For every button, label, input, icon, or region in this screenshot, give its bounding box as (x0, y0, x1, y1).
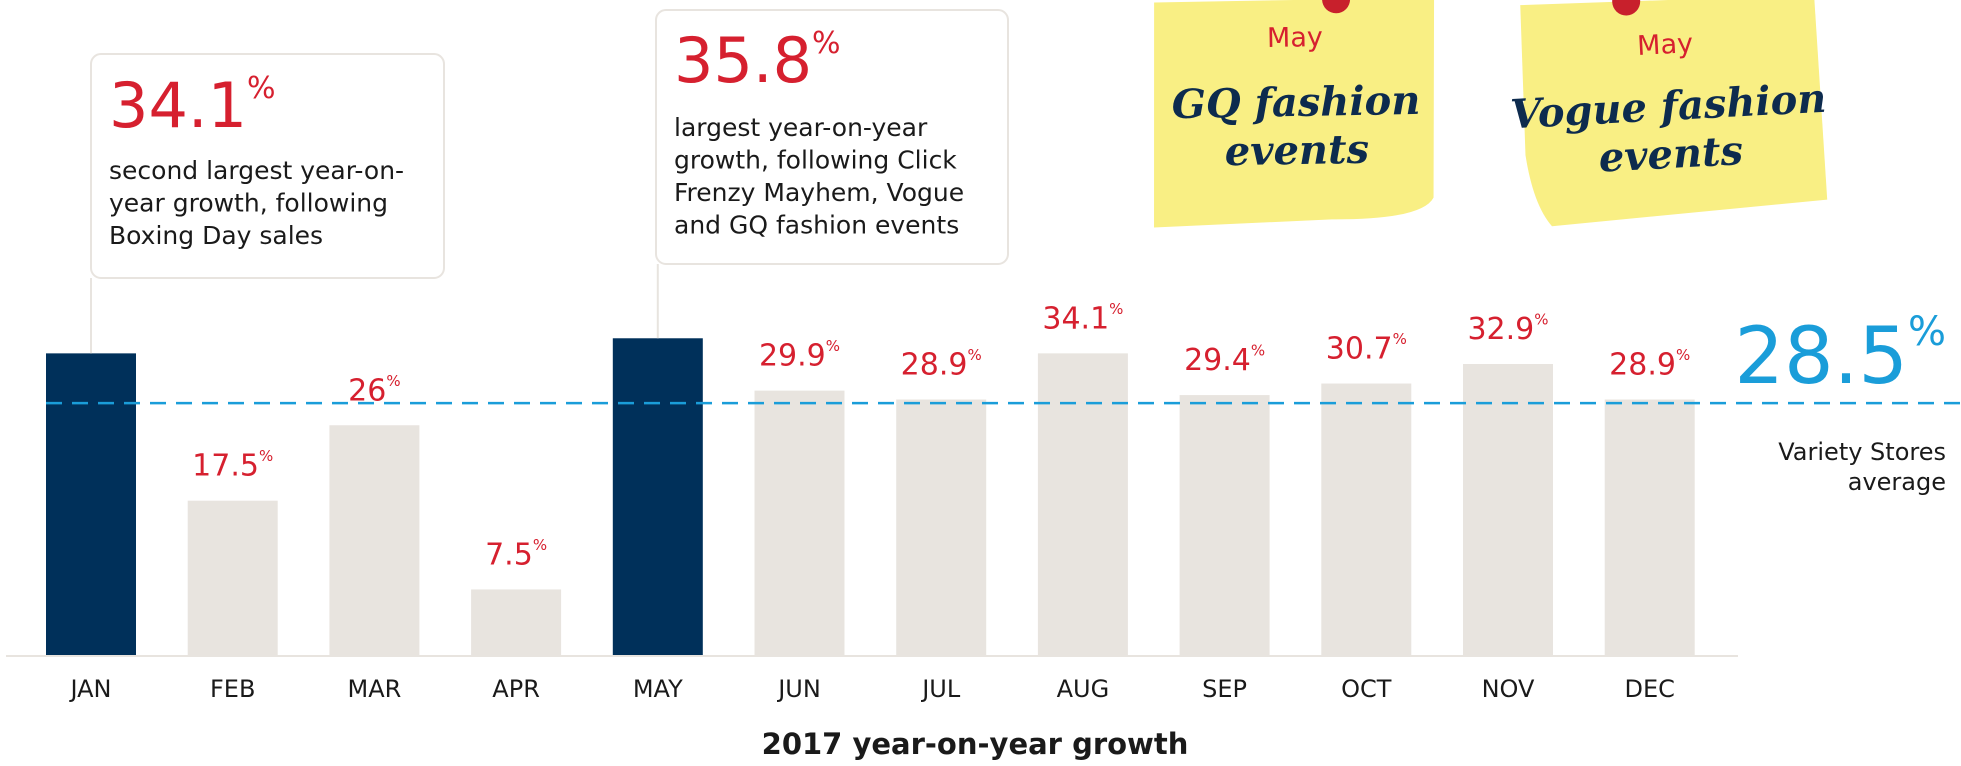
average-label: 28.5% (1734, 309, 1946, 402)
value-label: 34.1% (1042, 299, 1123, 336)
callout-value: 35.8% (674, 24, 841, 97)
value-label: 29.4% (1184, 341, 1265, 378)
value-label: 30.7% (1326, 330, 1407, 367)
x-tick-label: JAN (68, 675, 111, 703)
chart-title: 2017 year-on-year growth (762, 727, 1189, 761)
average-caption: Variety Stores (1778, 438, 1946, 466)
x-tick-label: JUL (920, 675, 961, 703)
callout-value: 34.1% (109, 69, 276, 142)
note-month: May (1267, 22, 1323, 54)
bar (1321, 383, 1412, 656)
callout-box (90, 53, 445, 279)
value-label: 7.5% (485, 535, 547, 572)
callout-text: and GQ fashion events (674, 211, 959, 240)
note-paper (1154, 0, 1435, 228)
value-label: 32.9% (1467, 310, 1548, 347)
bar (612, 338, 703, 656)
bar (1037, 353, 1128, 656)
value-label: 17.5% (192, 447, 273, 484)
value-label: 28.9% (901, 346, 982, 383)
x-tick-label: AUG (1057, 675, 1110, 703)
x-tick-label: DEC (1624, 675, 1674, 703)
bar (754, 390, 845, 656)
pin (1322, 0, 1351, 14)
callout-text: year growth, following (109, 189, 388, 218)
x-tick-label: JUN (776, 675, 821, 703)
note-text: GQ fashion (1171, 77, 1420, 128)
bar (1604, 399, 1695, 656)
bar (1463, 364, 1553, 656)
x-tick-label: OCT (1341, 675, 1392, 703)
bar (896, 399, 987, 656)
note-paper (1520, 0, 1828, 227)
bar (187, 500, 278, 656)
callout-text: growth, following Click (674, 146, 957, 175)
bar (329, 425, 420, 656)
sticky-note (1520, 0, 1828, 227)
x-tick-label: MAR (347, 675, 401, 703)
bar (471, 589, 562, 656)
bar (1179, 395, 1270, 656)
x-tick-label: FEB (210, 675, 255, 703)
x-tick-label: APR (492, 675, 540, 703)
callout-text: Frenzy Mayhem, Vogue (674, 178, 964, 207)
x-tick-label: MAY (633, 675, 683, 703)
callout-text: Boxing Day sales (109, 221, 323, 250)
bar (46, 353, 136, 656)
x-tick-label: SEP (1202, 675, 1247, 703)
callout-box (655, 9, 1009, 265)
value-label: 29.9% (759, 337, 840, 374)
note-text: events (1224, 126, 1369, 176)
x-tick-label: NOV (1482, 675, 1535, 703)
note-month: May (1636, 28, 1693, 62)
callout-text: largest year-on-year (674, 113, 928, 142)
note-text: events (1598, 127, 1744, 181)
pin (1612, 0, 1641, 16)
value-label: 28.9% (1609, 346, 1690, 383)
sticky-note (1154, 0, 1435, 228)
average-caption: average (1848, 468, 1946, 496)
callout-text: second largest year-on- (109, 156, 404, 185)
